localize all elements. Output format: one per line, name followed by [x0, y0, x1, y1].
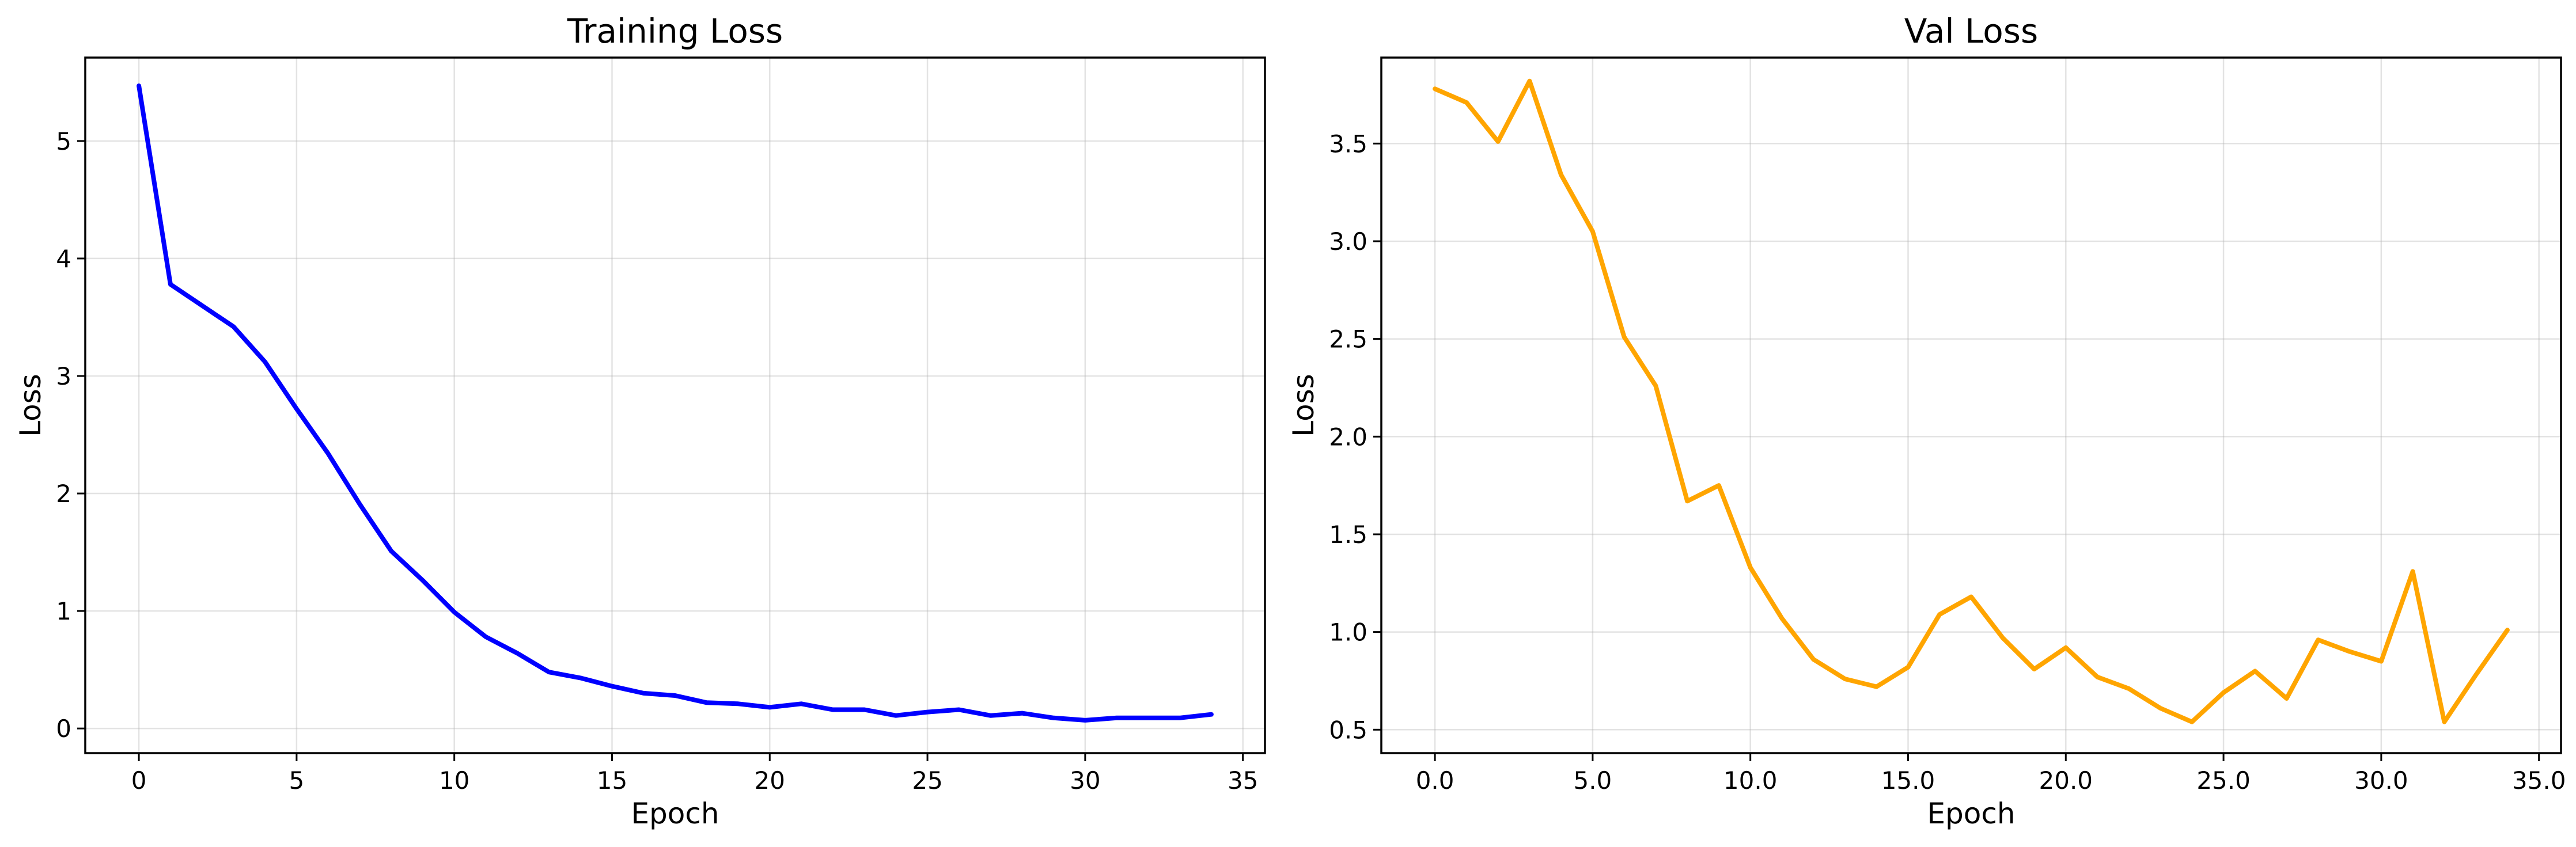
training-loss-x-tick-label: 30 — [1070, 766, 1100, 795]
val-loss-y-tick-label: 3.0 — [1329, 227, 1367, 256]
training-loss-y-tick-label: 3 — [56, 362, 71, 390]
val-loss-y-tick-label: 1.5 — [1329, 521, 1367, 549]
val-loss-x-tick-label: 0.0 — [1416, 766, 1454, 795]
training-loss-panel: Training Loss Epoch Loss 0 5 10 15 20 25 30 350… — [14, 12, 1266, 830]
val-loss-y-tick-label: 0.5 — [1329, 716, 1367, 744]
val-loss-series-line — [1433, 78, 2510, 724]
training-loss-x-tick-label: 5 — [289, 766, 305, 795]
training-loss-x-tick-label: 25 — [912, 766, 942, 795]
training-loss-y-tick-label: 2 — [56, 480, 71, 508]
training-loss-x-tick-label: 10 — [439, 766, 469, 795]
val-loss-y-tick-label: 1.0 — [1329, 618, 1367, 647]
training-loss-x-tick-label: 35 — [1228, 766, 1258, 795]
val-loss-plot-frame — [1380, 56, 2562, 754]
training-loss-y-tick-label: 5 — [56, 127, 71, 155]
val-loss-x-tick-label: 15.0 — [1881, 766, 1935, 795]
training-loss-title: Training Loss — [567, 12, 783, 51]
training-loss-y-axis-label: Loss — [14, 374, 47, 437]
val-loss-y-tick-label: 2.0 — [1329, 423, 1367, 451]
training-loss-y-tick-label: 0 — [56, 715, 71, 743]
training-loss-y-tick-label: 1 — [56, 597, 71, 625]
val-loss-y-tick-label: 3.5 — [1329, 130, 1367, 158]
val-loss-x-tick-label: 20.0 — [2039, 766, 2093, 795]
val-loss-x-tick-label: 5.0 — [1573, 766, 1612, 795]
val-loss-y-tick-label: 2.5 — [1329, 325, 1367, 354]
val-loss-x-tick-label: 30.0 — [2354, 766, 2408, 795]
training-loss-x-tick-label: 15 — [597, 766, 627, 795]
val-loss-x-axis-label: Epoch — [1927, 797, 2015, 830]
val-loss-x-tick-label: 35.0 — [2512, 766, 2566, 795]
training-loss-plot-frame — [84, 56, 1266, 754]
val-loss-x-tick-label: 25.0 — [2196, 766, 2251, 795]
training-loss-x-tick-label: 0 — [131, 766, 147, 795]
training-loss-x-axis-label: Epoch — [631, 797, 719, 830]
training-loss-x-tick-label: 20 — [755, 766, 785, 795]
val-loss-panel: Val Loss Epoch Loss 0.0 5.0 10.0 15.0 20.0 25… — [1287, 12, 2566, 830]
val-loss-x-tick-label: 10.0 — [1723, 766, 1778, 795]
training-loss-y-tick-label: 4 — [56, 245, 71, 273]
val-loss-y-axis-label: Loss — [1287, 374, 1320, 437]
val-loss-title: Val Loss — [1904, 12, 2038, 51]
training-loss-series-line — [137, 83, 1214, 723]
